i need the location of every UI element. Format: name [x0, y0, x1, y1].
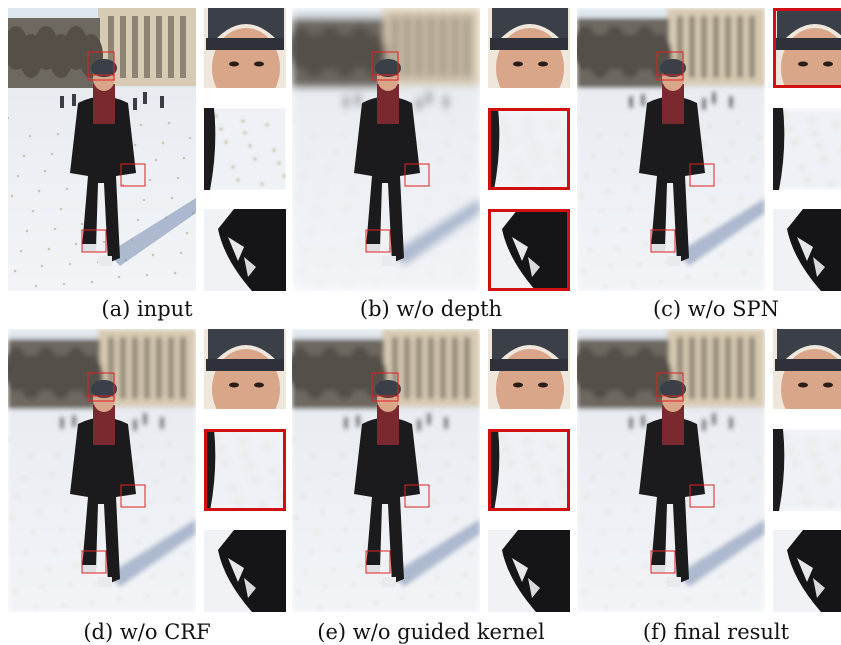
- face-crop: [773, 8, 841, 88]
- snow-crop: [204, 429, 286, 511]
- panel-photo: [8, 329, 196, 612]
- shoe-crop: [488, 530, 570, 612]
- panel-photo: [577, 8, 765, 291]
- snow-crop: [204, 108, 286, 190]
- face-crop: [204, 8, 286, 88]
- panel-photo: [292, 329, 480, 612]
- snow-crop: [488, 429, 570, 511]
- snow-crop: [488, 108, 570, 190]
- snow-crop: [773, 429, 841, 511]
- snow-crop: [773, 108, 841, 190]
- shoe-crop: [488, 209, 570, 291]
- face-crop: [488, 329, 570, 409]
- shoe-crop: [204, 209, 286, 291]
- panel-caption: (c) w/o SPN: [652, 297, 780, 321]
- panel-caption: (f) final result: [642, 620, 790, 644]
- shoe-crop: [773, 530, 841, 612]
- panel-caption: (e) w/o guided kernel: [317, 620, 545, 644]
- shoe-crop: [204, 530, 286, 612]
- shoe-crop: [773, 209, 841, 291]
- panel-photo: [8, 8, 196, 291]
- panel-caption: (b) w/o depth: [359, 297, 503, 321]
- panel-caption: (a) input: [101, 297, 193, 321]
- panel-photo: [292, 8, 480, 291]
- face-crop: [204, 329, 286, 409]
- panel-caption: (d) w/o CRF: [83, 620, 211, 644]
- face-crop: [773, 329, 841, 409]
- panel-photo: [577, 329, 765, 612]
- face-crop: [488, 8, 570, 88]
